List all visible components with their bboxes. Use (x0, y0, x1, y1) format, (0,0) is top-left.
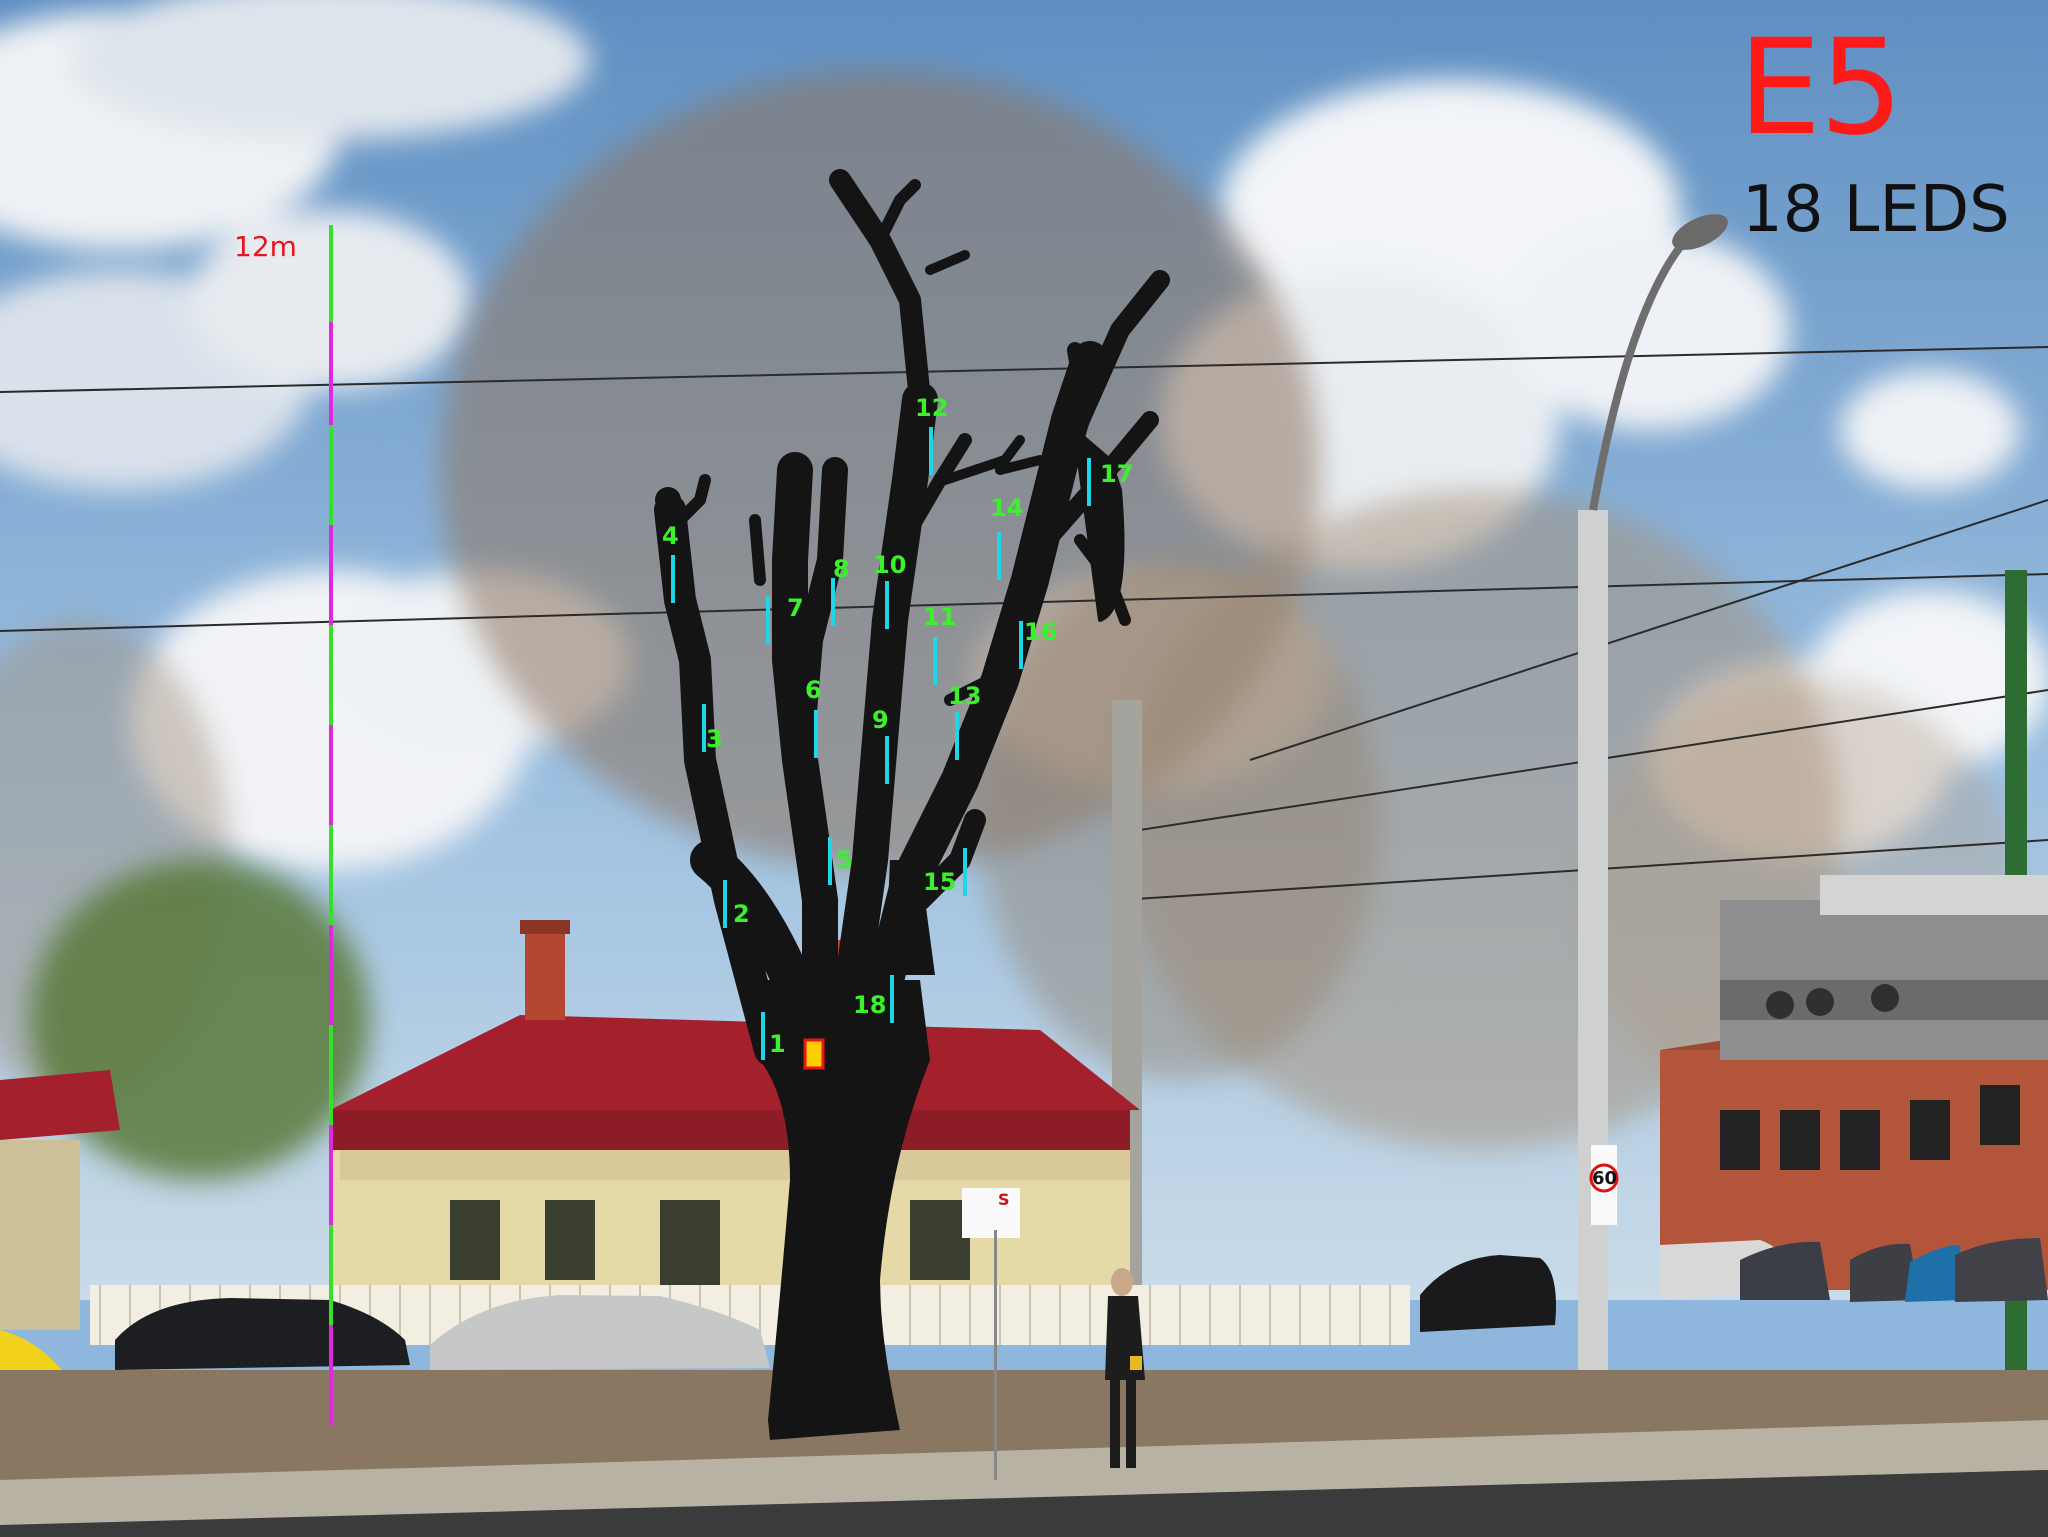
speed-limit-number: 60 (1592, 1168, 1618, 1189)
led-label-10: 10 (873, 551, 907, 579)
street-light (1578, 214, 1728, 1452)
led-label-2: 2 (733, 900, 750, 928)
parking-sign-letter: S (998, 1190, 1010, 1209)
scale-height-label: 12m (234, 230, 297, 263)
led-label-1: 1 (769, 1030, 786, 1058)
led-label-15: 15 (923, 868, 957, 896)
led-label-14: 14 (990, 494, 1024, 522)
road (0, 1470, 2048, 1537)
tree-silhouette (654, 169, 1170, 1440)
led-label-17: 17 (1100, 460, 1134, 488)
led-label-6: 6 (805, 676, 822, 704)
led-label-16: 16 (1024, 618, 1058, 646)
led-label-18: 18 (853, 991, 887, 1019)
parking-sign (962, 1188, 1020, 1480)
led-label-5: 5 (836, 846, 853, 874)
led-label-7: 7 (787, 594, 804, 622)
led-label-13: 13 (948, 682, 982, 710)
zone-title: E5 (1738, 11, 1903, 165)
house (330, 920, 1140, 1310)
pedestrian (1105, 1268, 1145, 1468)
led-label-3: 3 (706, 725, 723, 753)
sidewalk (0, 1420, 2048, 1525)
led-label-11: 11 (923, 603, 957, 631)
led-ticks (671, 427, 1091, 1060)
led-count-label: 18 LEDS (1742, 173, 2010, 247)
led-label-4: 4 (662, 522, 679, 550)
led-label-12: 12 (915, 394, 949, 422)
left-house (0, 1070, 120, 1330)
led-label-9: 9 (872, 706, 889, 734)
led-label-8: 8 (833, 555, 850, 583)
background-trees (0, 70, 2020, 1180)
marker-box (803, 1038, 825, 1070)
speed-sign-60 (1589, 1145, 1619, 1225)
